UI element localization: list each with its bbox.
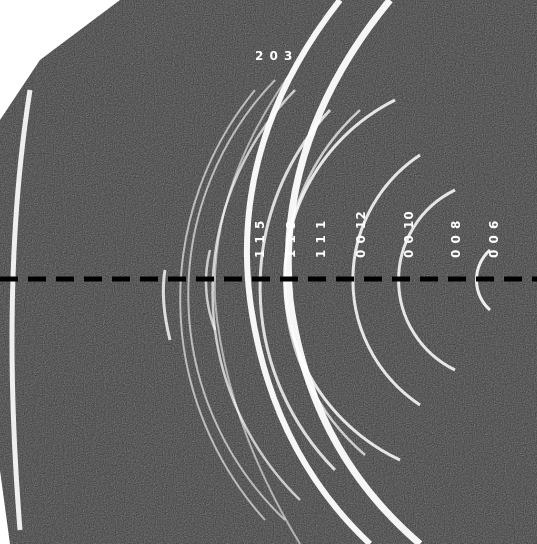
label-0012: 0 0 12 (354, 210, 368, 258)
label-006: 0 0 6 (487, 220, 501, 258)
edge-arc (9, 89, 33, 531)
label-0010: 0 0 10 (402, 210, 416, 258)
label-111: 1 1 1 (314, 220, 328, 258)
label-203: 2 0 3 (255, 49, 293, 63)
label-008: 0 0 8 (449, 220, 463, 258)
label-115: 1 1 5 (253, 220, 267, 258)
label-113: 1 1 3 (284, 220, 298, 258)
ring-labels: 1 1 5 1 1 3 1 1 1 0 0 12 0 0 10 0 0 8 0 … (253, 210, 501, 258)
